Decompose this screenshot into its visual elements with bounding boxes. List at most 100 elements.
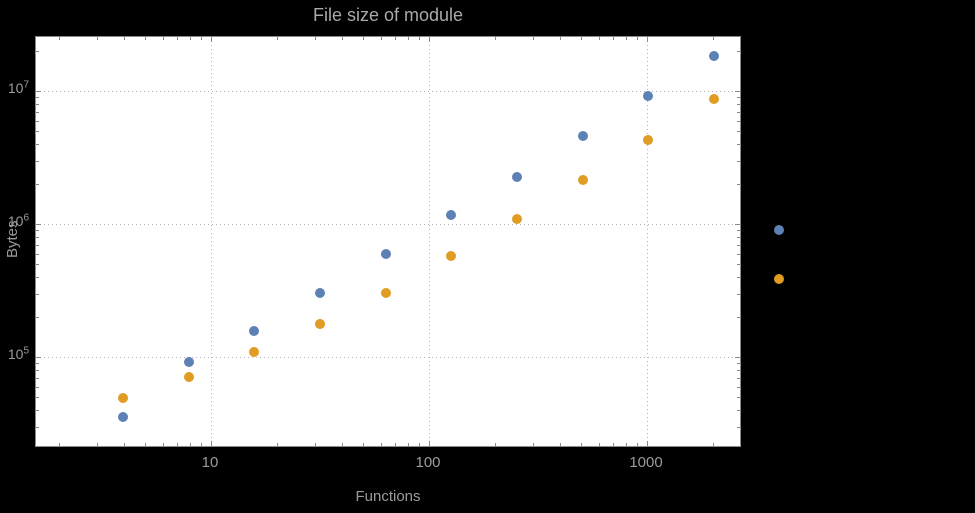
tick-mark (419, 37, 421, 40)
tick-mark (36, 236, 39, 238)
tick-mark (737, 103, 740, 105)
tick-mark (395, 37, 397, 40)
tick-mark (36, 357, 41, 358)
gridline-vertical (429, 37, 430, 446)
tick-mark (613, 443, 615, 446)
tick-mark (419, 443, 421, 446)
data-point-series-blue (118, 411, 129, 422)
tick-mark (429, 37, 430, 42)
tick-mark (581, 37, 583, 40)
tick-mark (36, 183, 39, 185)
tick-mark (36, 111, 39, 113)
tick-mark (58, 37, 60, 40)
tick-mark (36, 316, 39, 318)
data-point-series-orange (708, 94, 719, 105)
plot-area (35, 36, 741, 447)
tick-mark (36, 276, 39, 278)
tick-mark (162, 443, 164, 446)
data-point-series-orange (577, 175, 588, 186)
tick-mark (36, 120, 39, 122)
tick-mark (581, 443, 583, 446)
tick-mark (407, 37, 409, 40)
tick-mark (737, 50, 740, 52)
data-point-series-blue (643, 91, 654, 102)
tick-mark (177, 37, 179, 40)
tick-mark (36, 131, 39, 133)
tick-mark (36, 409, 39, 411)
tick-mark (735, 357, 740, 358)
tick-mark (97, 443, 98, 446)
tick-mark (315, 443, 316, 446)
tick-mark (36, 50, 39, 52)
tick-mark (737, 183, 740, 185)
data-point-series-blue (577, 131, 588, 142)
tick-mark (201, 37, 203, 40)
tick-mark (737, 397, 740, 399)
tick-mark (211, 37, 212, 42)
tick-mark (36, 293, 39, 295)
tick-mark (737, 120, 740, 122)
tick-mark (647, 441, 648, 446)
data-point-series-blue (380, 249, 391, 260)
gridline-vertical (211, 37, 212, 446)
gridline-horizontal (36, 224, 740, 225)
tick-mark (625, 37, 627, 40)
data-point-series-blue (183, 357, 194, 368)
tick-mark (145, 37, 147, 40)
tick-mark (36, 426, 39, 428)
y-tick-label: 105 (0, 346, 29, 362)
tick-mark (177, 443, 179, 446)
data-point-series-orange (511, 213, 522, 224)
tick-mark (36, 397, 39, 399)
tick-mark (712, 37, 714, 40)
tick-mark (36, 143, 39, 145)
tick-mark (737, 316, 740, 318)
tick-mark (36, 369, 39, 371)
tick-mark (315, 37, 316, 40)
tick-mark (36, 160, 39, 162)
tick-mark (58, 443, 60, 446)
tick-mark (36, 253, 39, 255)
tick-mark (560, 37, 562, 40)
tick-mark (494, 37, 496, 40)
tick-mark (36, 230, 39, 232)
tick-mark (201, 443, 203, 446)
tick-mark (36, 91, 41, 92)
data-point-series-blue (446, 209, 457, 220)
tick-mark (189, 37, 191, 40)
tick-mark (737, 131, 740, 133)
tick-mark (737, 143, 740, 145)
tick-mark (598, 443, 600, 446)
tick-mark (737, 244, 740, 246)
y-tick-exponent: 6 (23, 212, 29, 224)
tick-mark (407, 443, 409, 446)
tick-mark (637, 443, 639, 446)
tick-mark (712, 443, 714, 446)
tick-mark (737, 160, 740, 162)
gridline-horizontal (36, 91, 740, 92)
x-tick-label: 1000 (629, 454, 663, 471)
tick-mark (36, 244, 39, 246)
data-point-series-orange (446, 251, 457, 262)
tick-mark (363, 37, 365, 40)
data-point-series-orange (774, 273, 785, 284)
tick-mark (36, 103, 39, 105)
gridline-horizontal (36, 357, 740, 358)
tick-mark (342, 37, 344, 40)
data-point-series-orange (643, 135, 654, 146)
tick-mark (162, 37, 164, 40)
y-tick-label: 106 (0, 213, 29, 229)
data-point-series-orange (249, 346, 260, 357)
tick-mark (737, 409, 740, 411)
y-tick-exponent: 5 (23, 345, 29, 357)
data-point-series-blue (774, 225, 785, 236)
tick-mark (494, 443, 496, 446)
tick-mark (637, 37, 639, 40)
tick-mark (735, 91, 740, 92)
x-tick-label: 100 (415, 454, 441, 471)
tick-mark (395, 443, 397, 446)
tick-mark (429, 441, 430, 446)
tick-mark (97, 37, 98, 40)
tick-mark (560, 443, 562, 446)
data-point-series-orange (183, 371, 194, 382)
